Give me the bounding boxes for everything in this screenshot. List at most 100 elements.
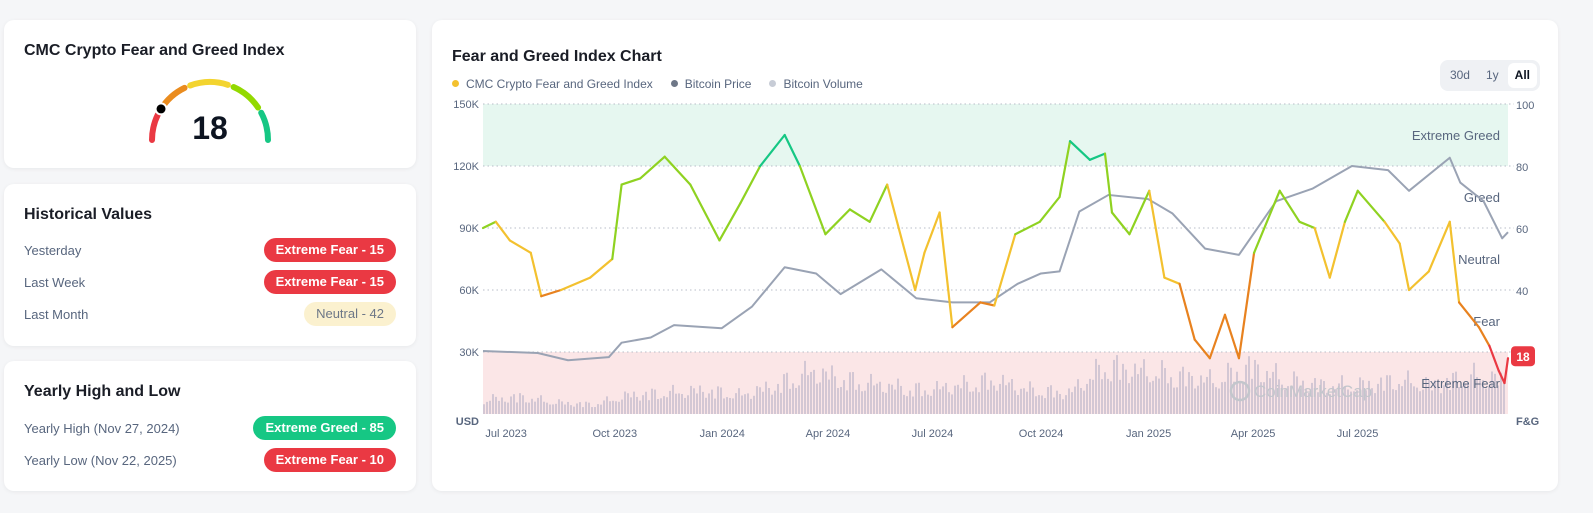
- range-30d-button[interactable]: 30d: [1449, 68, 1470, 82]
- left-axis-tick: 120K: [453, 161, 479, 173]
- volume-bar: [591, 407, 593, 414]
- right-axis-tick: 80: [1516, 162, 1528, 174]
- volume-bar: [819, 382, 821, 414]
- row-label: Yearly High (Nov 27, 2024): [24, 421, 180, 436]
- range-selector: 30d 1y All: [1439, 60, 1540, 91]
- volume-bar: [711, 389, 713, 414]
- volume-bar: [837, 388, 839, 414]
- fear-greed-line-segment: [783, 133, 801, 168]
- volume-bar: [1197, 385, 1199, 414]
- fear-greed-line-segment: [620, 177, 642, 186]
- volume-bar: [843, 380, 845, 414]
- x-axis-tick: Jan 2025: [1126, 428, 1171, 440]
- volume-bar: [861, 391, 863, 414]
- volume-bar: [1413, 386, 1415, 414]
- volume-bar: [1137, 374, 1139, 414]
- volume-bar: [1476, 377, 1478, 414]
- fear-greed-line-segment: [663, 155, 692, 186]
- fear-greed-line-segment: [1503, 357, 1510, 385]
- volume-bar: [1212, 383, 1214, 414]
- volume-bar: [609, 401, 611, 414]
- volume-bar: [1314, 378, 1316, 414]
- volume-bar: [1191, 375, 1193, 414]
- zone-band-extreme-fear: [483, 352, 1508, 414]
- volume-bar: [1344, 386, 1346, 414]
- legend-bitcoin-price[interactable]: Bitcoin Price: [670, 77, 752, 91]
- volume-bar: [792, 383, 794, 414]
- volume-bar: [1494, 373, 1496, 414]
- fear-greed-line-segment: [718, 202, 742, 242]
- volume-bar: [1326, 392, 1328, 414]
- left-axis-tick: 90K: [459, 223, 479, 235]
- volume-bar: [1374, 393, 1376, 414]
- x-axis-tick: Oct 2023: [592, 428, 637, 440]
- volume-bar: [1440, 393, 1442, 414]
- volume-bar: [630, 397, 632, 414]
- volume-bar: [1380, 377, 1382, 414]
- fear-greed-line-segment: [1088, 152, 1107, 161]
- volume-bar: [597, 404, 599, 414]
- volume-bar: [789, 388, 791, 414]
- volume-bar: [1422, 389, 1424, 414]
- status-badge: Extreme Greed - 85: [253, 416, 396, 440]
- fear-greed-line-segment: [1148, 189, 1166, 279]
- range-all-button[interactable]: All: [1507, 63, 1537, 88]
- fear-greed-line-segment: [1278, 189, 1301, 223]
- volume-bar: [612, 400, 614, 414]
- volume-bar: [1269, 378, 1271, 414]
- current-value-badge: [1511, 346, 1535, 367]
- fear-greed-line-segment: [508, 239, 532, 254]
- volume-bar: [567, 401, 569, 414]
- volume-bar: [1020, 388, 1022, 414]
- volume-bar: [840, 387, 842, 414]
- volume-bar: [693, 388, 695, 414]
- volume-bar: [690, 385, 692, 414]
- volume-bar: [1296, 376, 1298, 414]
- volume-bar: [750, 398, 752, 414]
- volume-bar: [1428, 380, 1430, 414]
- volume-bar: [1155, 376, 1157, 414]
- volume-bar: [1488, 385, 1490, 414]
- volume-bar: [576, 403, 578, 414]
- volume-bar: [1107, 378, 1109, 414]
- volume-bar: [507, 402, 509, 414]
- volume-bar: [759, 387, 761, 414]
- zone-label: Greed: [1464, 190, 1500, 205]
- volume-bar: [1044, 398, 1046, 414]
- range-1y-button[interactable]: 1y: [1485, 68, 1499, 82]
- volume-bar: [555, 403, 557, 414]
- volume-bar: [1353, 391, 1355, 414]
- volume-bar: [981, 375, 983, 414]
- volume-bar: [1170, 377, 1172, 414]
- row-label: Yesterday: [24, 242, 82, 258]
- coinmarketcap-logo-icon: [1229, 380, 1251, 402]
- fear-greed-line-segment: [848, 208, 871, 223]
- volume-bar: [1104, 372, 1106, 414]
- yearly-title: Yearly High and Low: [24, 383, 181, 400]
- volume-bar: [774, 390, 776, 414]
- volume-bar: [1038, 395, 1040, 414]
- volume-bar: [930, 395, 932, 414]
- volume-bar: [1152, 380, 1154, 414]
- fear-greed-line-segment: [1448, 220, 1461, 304]
- legend-fear-greed[interactable]: CMC Crypto Fear and Greed Index: [452, 77, 653, 91]
- fear-greed-line-segment: [914, 251, 926, 292]
- volume-bar: [528, 402, 530, 414]
- volume-bar: [615, 401, 617, 414]
- volume-bar: [534, 401, 536, 414]
- fear-greed-line-segment: [1110, 211, 1131, 236]
- volume-bar: [906, 396, 908, 414]
- volume-bar: [1161, 360, 1163, 414]
- volume-bar: [894, 389, 896, 414]
- fear-greed-line-segment: [1356, 189, 1386, 223]
- legend-bitcoin-volume[interactable]: Bitcoin Volume: [769, 77, 863, 91]
- volume-bar: [975, 387, 977, 414]
- legend-label: Bitcoin Price: [684, 77, 752, 91]
- volume-bar: [1278, 379, 1280, 414]
- left-axis-label: USD: [456, 416, 479, 428]
- volume-bar: [579, 402, 581, 414]
- volume-bar: [1005, 385, 1007, 414]
- volume-bar: [1041, 395, 1043, 414]
- volume-bar: [744, 394, 746, 414]
- volume-bar: [573, 406, 575, 414]
